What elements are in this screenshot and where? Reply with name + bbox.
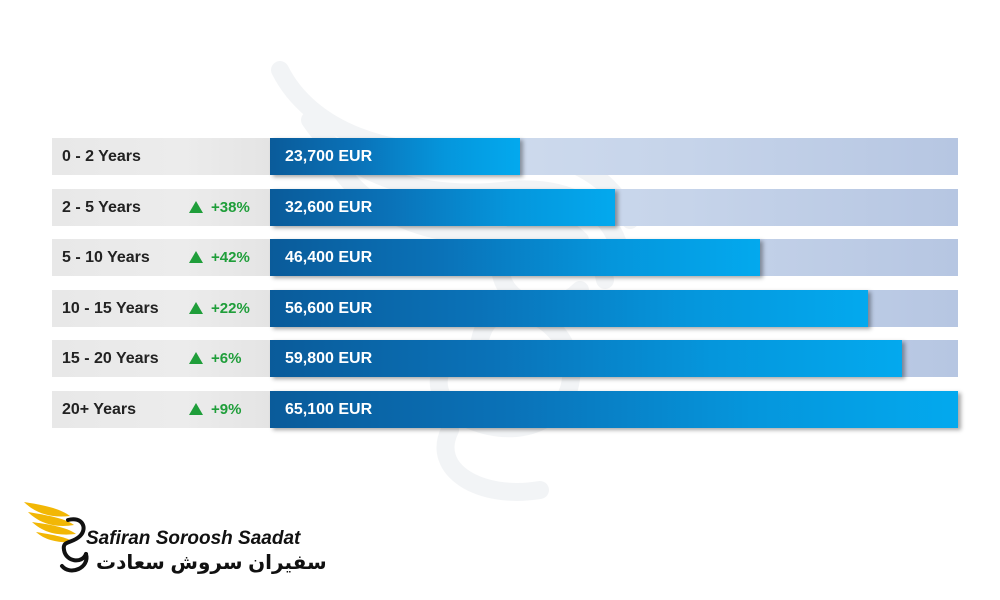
- chart-row: 20+ Years +9% 65,100 EUR: [52, 390, 958, 428]
- chart-row: 10 - 15 Years +22% 56,600 EUR: [52, 289, 958, 327]
- up-arrow-icon: [189, 200, 203, 213]
- up-arrow-icon: [189, 352, 203, 364]
- category-label-cell: 20+ Years +9%: [52, 390, 270, 428]
- salary-value-label: 59,800 EUR: [285, 350, 373, 367]
- salary-bar: 56,600 EUR: [270, 289, 868, 327]
- category-label: 5 - 10 Years: [62, 249, 150, 266]
- category-label-cell: 5 - 10 Years +42%: [52, 239, 270, 276]
- category-label: 15 - 20 Years: [62, 350, 159, 367]
- chart-row: 15 - 20 Years +6% 59,800 EUR: [52, 340, 958, 377]
- bar-track: 59,800 EUR: [270, 340, 958, 377]
- salary-bar-chart: 0 - 2 Years 23,700 EUR 2 - 5 Years +38% 32,6…: [52, 138, 958, 441]
- percent-change: +38%: [211, 198, 250, 216]
- bar-track: 32,600 EUR: [270, 188, 958, 226]
- brand-name-english: Safiran Soroosh Saadat: [86, 528, 301, 549]
- salary-bar: 46,400 EUR: [270, 239, 760, 276]
- category-label-cell: 15 - 20 Years +6%: [52, 340, 270, 377]
- salary-value-label: 56,600 EUR: [285, 299, 373, 317]
- increase-indicator: +42%: [189, 239, 250, 276]
- bar-track: 46,400 EUR: [270, 239, 958, 276]
- increase-indicator: +38%: [189, 189, 250, 226]
- salary-bar: 65,100 EUR: [270, 390, 958, 428]
- category-label: 10 - 15 Years: [62, 299, 159, 317]
- chart-row: 0 - 2 Years 23,700 EUR: [52, 138, 958, 175]
- up-arrow-icon: [189, 301, 203, 314]
- chart-row: 2 - 5 Years +38% 32,600 EUR: [52, 188, 958, 226]
- percent-change: +6%: [211, 350, 242, 367]
- category-label-cell: 10 - 15 Years +22%: [52, 289, 270, 327]
- salary-value-label: 32,600 EUR: [285, 198, 373, 216]
- percent-change: +22%: [211, 299, 250, 317]
- brand-logo: Safiran Soroosh Saadat سفیران سروش سعادت: [22, 492, 327, 582]
- chart-row: 5 - 10 Years +42% 46,400 EUR: [52, 239, 958, 276]
- salary-bar: 59,800 EUR: [270, 340, 902, 377]
- salary-value-label: 65,100 EUR: [285, 400, 373, 418]
- category-label-cell: 0 - 2 Years: [52, 138, 270, 175]
- bar-track: 23,700 EUR: [270, 138, 958, 175]
- category-label: 2 - 5 Years: [62, 198, 141, 216]
- increase-indicator: +22%: [189, 290, 250, 327]
- percent-change: +9%: [211, 400, 242, 418]
- brand-name-persian: سفیران سروش سعادت: [96, 552, 327, 574]
- increase-indicator: +6%: [189, 340, 241, 377]
- up-arrow-icon: [189, 402, 203, 415]
- wing-logo-icon: [24, 502, 89, 573]
- salary-bar: 32,600 EUR: [270, 188, 615, 226]
- category-label: 20+ Years: [62, 400, 137, 418]
- increase-indicator: +9%: [189, 391, 241, 428]
- percent-change: +42%: [211, 249, 250, 266]
- bar-track: 65,100 EUR: [270, 390, 958, 428]
- salary-value-label: 46,400 EUR: [285, 249, 373, 266]
- salary-value-label: 23,700 EUR: [285, 148, 373, 165]
- salary-bar: 23,700 EUR: [270, 138, 520, 175]
- category-label: 0 - 2 Years: [62, 148, 141, 165]
- up-arrow-icon: [189, 251, 203, 263]
- bar-track: 56,600 EUR: [270, 289, 958, 327]
- category-label-cell: 2 - 5 Years +38%: [52, 188, 270, 226]
